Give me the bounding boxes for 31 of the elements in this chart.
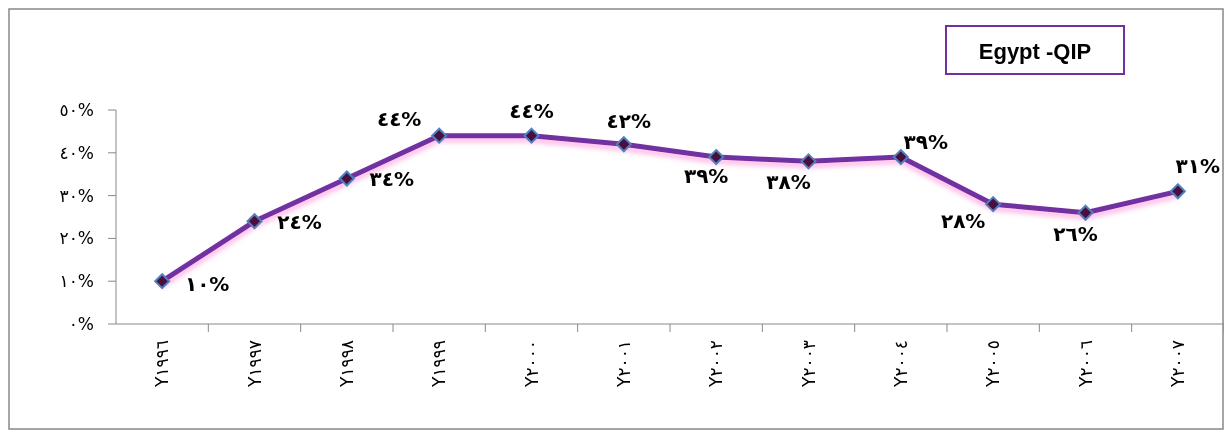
data-label: ٤٤% (509, 98, 554, 123)
x-tick-label: Y١٩٩٨ (336, 340, 357, 388)
x-tick-label: Y٢٠٠٢ (706, 340, 727, 388)
data-label: ٢٤% (277, 210, 322, 235)
x-tick-label: Y٢٠٠٠ (521, 340, 542, 388)
x-tick-label: Y١٩٩٦ (152, 340, 173, 388)
data-label: ٢٦% (1053, 221, 1098, 246)
data-label: ٤٢% (606, 109, 652, 134)
y-tick-label: ٢٠% (59, 228, 94, 249)
data-label: ٢٨% (940, 209, 986, 234)
y-tick-label: ٠% (68, 313, 94, 334)
data-label: ٣١% (1175, 154, 1221, 179)
data-label: ٣٩% (683, 164, 729, 189)
x-tick-label: Y٢٠٠٣ (798, 340, 819, 388)
x-tick-label: Y٢٠٠٥ (983, 340, 1004, 388)
y-tick-label: ٣٠% (59, 185, 94, 206)
y-tick-label: ١٠% (59, 271, 94, 292)
data-label: ٣٤% (369, 167, 415, 192)
x-tick-label: Y٢٠٠٦ (1075, 340, 1096, 388)
x-tick-label: Y٢٠٠٤ (890, 340, 911, 388)
data-label: ٣٨% (766, 170, 811, 195)
chart-title: Egypt -QIP (978, 39, 1092, 64)
x-tick-label: Y٢٠٠٧ (1167, 340, 1188, 388)
data-label: ٣٩% (903, 130, 949, 155)
x-tick-label: Y١٩٩٧ (244, 340, 265, 388)
data-label: ١٠% (184, 272, 230, 297)
x-tick-label: Y٢٠٠١ (613, 340, 634, 388)
y-tick-label: ٥٠% (59, 99, 94, 120)
x-tick-label: Y١٩٩٩ (429, 340, 450, 388)
data-label: ٤٤% (376, 106, 422, 131)
y-tick-label: ٤٠% (59, 142, 94, 163)
